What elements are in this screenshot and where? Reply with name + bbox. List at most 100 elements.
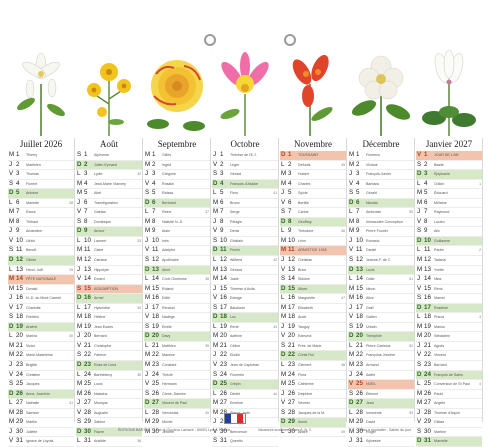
day-letter: L xyxy=(213,256,217,264)
day-letter: V xyxy=(417,418,422,426)
day-row: M 9 Alain xyxy=(144,227,210,237)
saint-name: Constant xyxy=(162,363,177,368)
day-row: J 12 Christian xyxy=(280,256,346,266)
saint-name: Marcel xyxy=(434,296,445,301)
day-letter: J xyxy=(349,303,353,311)
saint-name: Firmin xyxy=(230,248,240,253)
day-row: V 31 Ignace de Loyola xyxy=(8,437,74,447)
day-letter: L xyxy=(77,303,81,311)
day-number: 19 xyxy=(424,322,431,330)
saint-name: Tatiana xyxy=(434,258,446,263)
day-row: J 21 Agnès xyxy=(416,342,482,352)
saint-name: Adèle xyxy=(366,372,376,377)
day-letter: M xyxy=(77,256,83,264)
day-number: 7 xyxy=(356,208,360,216)
day-number: 19 xyxy=(152,322,159,330)
saint-name: Léger xyxy=(230,162,240,167)
day-letter: M xyxy=(349,284,355,292)
day-letter: D xyxy=(145,399,150,407)
day-row: S 26 Étienne xyxy=(348,390,414,400)
day-letter: V xyxy=(145,179,150,187)
day-number: 25 xyxy=(424,380,431,388)
saint-name: Sébastien xyxy=(434,334,450,339)
day-row: V 1 JOUR DE L'AN xyxy=(416,151,482,161)
week-number: 52 xyxy=(409,343,413,348)
day-row: D 30 Fiacre xyxy=(76,427,142,438)
day-list: V 1 JOUR DE L'AN S 2 Basile D 3 Épiphanie L 4 Odilo… xyxy=(416,151,482,447)
day-number: 30 xyxy=(84,427,91,435)
flower-illustrations xyxy=(8,44,482,136)
day-row: M 29 David xyxy=(348,418,414,428)
saint-name: Hippolyte xyxy=(94,267,109,272)
day-row: J 20 Bernard xyxy=(76,332,142,342)
saint-name: Sylvestre xyxy=(366,439,381,444)
saint-name: Croix Glorieuse xyxy=(162,277,187,282)
day-row: L 13 Henri, Joël 29 xyxy=(8,266,74,276)
day-number: 21 xyxy=(16,341,23,349)
month-column: Octobre J 1 Thérèse de l'E.J. V 2 Léger S 3 Gérar… xyxy=(212,138,279,447)
day-row: S 26 Côme, Damien xyxy=(144,390,210,400)
columbine-icon xyxy=(212,44,278,136)
day-row: M 5 Abel xyxy=(76,189,142,199)
day-letter: J xyxy=(349,370,353,378)
day-number: 29 xyxy=(16,418,23,426)
day-row: M 4 Jean-Marie Vianney xyxy=(76,180,142,190)
week-number: 40 xyxy=(205,410,209,415)
day-row: D 12 Olivier xyxy=(8,256,74,266)
day-list: D 1 TOUSSAINT L 2 Défunts 45 M 3 Hubert M 4 Charles J… xyxy=(280,151,346,438)
day-row: M 28 Samson xyxy=(8,409,74,419)
day-number: 10 xyxy=(152,236,159,244)
day-letter: D xyxy=(281,151,286,158)
day-row: V 25 Hermann xyxy=(144,380,210,390)
day-letter: M xyxy=(9,341,15,349)
day-letter: M xyxy=(213,332,219,340)
saint-name: Léon xyxy=(298,238,306,243)
saint-name: Gilles xyxy=(162,153,171,157)
saint-name: Amandine xyxy=(26,229,43,234)
day-letter: L xyxy=(9,265,13,273)
day-number: 20 xyxy=(84,332,91,340)
day-number: 12 xyxy=(424,256,431,264)
saint-name: Immaculée Conception xyxy=(366,219,403,224)
day-number: 15 xyxy=(288,284,295,292)
day-number: 28 xyxy=(356,408,363,416)
week-number: 43 xyxy=(273,324,277,329)
day-number: 17 xyxy=(220,303,227,311)
day-letter: D xyxy=(213,246,218,254)
saint-name: Augustin xyxy=(94,410,108,415)
week-number: 1 xyxy=(479,181,481,186)
week-number: 48 xyxy=(341,363,345,368)
saint-name: Gérald xyxy=(366,191,377,196)
saint-name: Clément xyxy=(298,363,312,368)
saint-name: Édouard xyxy=(434,191,448,196)
day-number: 6 xyxy=(220,198,224,206)
saint-name: Abel xyxy=(94,191,102,196)
day-number: 10 xyxy=(16,236,23,244)
day-number: 7 xyxy=(84,208,88,216)
day-letter: M xyxy=(281,246,287,254)
week-number: 4 xyxy=(479,382,481,387)
day-letter: J xyxy=(145,170,149,178)
saint-name: René xyxy=(230,324,239,329)
saint-name: Christ Roi xyxy=(298,353,314,358)
day-number: 8 xyxy=(84,217,88,225)
day-number: 29 xyxy=(152,418,159,426)
saint-name: Marthe xyxy=(26,420,38,425)
day-row: D 1 TOUSSAINT xyxy=(280,151,346,161)
month-title: Novembre xyxy=(294,139,332,149)
saint-name: Bienvenue xyxy=(230,429,247,434)
day-letter: M xyxy=(145,294,151,302)
day-row: J 30 Juliette xyxy=(8,428,74,438)
day-row: S 28 Jacques de la M. xyxy=(280,409,346,419)
day-row: V 27 Séverin xyxy=(280,399,346,409)
day-number: 7 xyxy=(152,208,156,216)
week-number: 46 xyxy=(341,229,345,234)
saint-name: Victor xyxy=(26,343,36,348)
day-letter: S xyxy=(77,217,82,225)
saint-name: Théophile xyxy=(366,334,382,339)
day-number: 23 xyxy=(220,361,227,369)
day-number: 11 xyxy=(84,246,91,254)
day-letter: S xyxy=(145,389,150,397)
day-letter: L xyxy=(77,370,81,378)
day-letter: S xyxy=(77,284,82,292)
